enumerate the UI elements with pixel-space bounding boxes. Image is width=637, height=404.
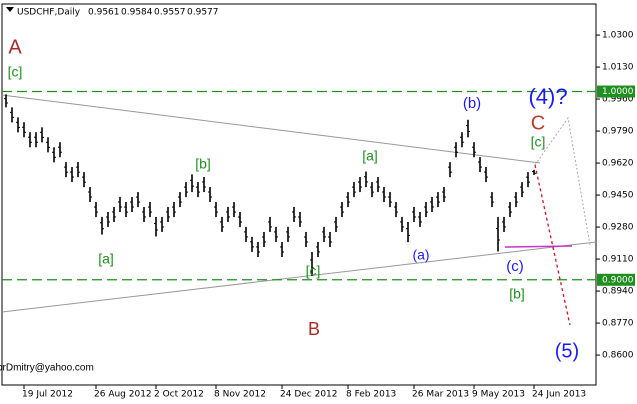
x-tick-label: 8 Nov 2012 xyxy=(214,390,266,400)
magenta-line xyxy=(504,245,573,248)
level-label: 1.0000 xyxy=(602,87,634,97)
y-tick-label: 0.9110 xyxy=(602,255,634,265)
y-tick-label: 0.9790 xyxy=(602,127,634,137)
y-tick-label: 0.8770 xyxy=(602,319,634,329)
wave-label: [a] xyxy=(362,148,378,164)
wave-label: (a) xyxy=(412,247,429,263)
y-tick-label: 0.9450 xyxy=(602,191,634,201)
y-tick-label: 1.0300 xyxy=(602,31,634,41)
level-label: 0.9000 xyxy=(602,275,634,285)
wave-label: [c] xyxy=(306,263,321,279)
x-tick-label: 24 Dec 2012 xyxy=(280,390,338,400)
level-label-box xyxy=(597,85,635,98)
plot-frame xyxy=(1,3,597,386)
y-tick-label: 1.0130 xyxy=(602,63,634,73)
ohlc-value: 0.9577 xyxy=(187,8,219,18)
wave-label: [b] xyxy=(195,156,211,172)
x-tick-label: 2 Oct 2012 xyxy=(154,390,204,400)
wave-label: [c] xyxy=(8,64,23,80)
wave-label: (c) xyxy=(506,258,524,275)
x-tick-label: 19 Jul 2012 xyxy=(22,390,73,400)
x-tick-label: 24 Jun 2013 xyxy=(532,390,586,400)
wave-label: [a] xyxy=(98,251,114,267)
wave-label: (5) xyxy=(555,340,579,362)
level-label-box xyxy=(597,273,635,286)
wave-label: [b] xyxy=(509,286,525,302)
ohlc-value: 0.9557 xyxy=(154,8,186,18)
lower-trendline xyxy=(1,241,597,313)
wave-label: (b) xyxy=(463,95,481,112)
x-tick-label: 26 Mar 2013 xyxy=(412,390,469,400)
y-tick-label: 0.9960 xyxy=(602,95,634,105)
wave-label: forDmitry@yahoo.com xyxy=(0,363,94,374)
wave-label: (4)? xyxy=(528,84,567,109)
y-tick-label: 0.8600 xyxy=(602,351,634,361)
y-tick-label: 0.8940 xyxy=(602,287,634,297)
upper-trendline xyxy=(1,94,541,164)
ohlc-value: 0.9561 xyxy=(88,8,120,18)
y-tick-label: 0.9280 xyxy=(602,223,634,233)
x-tick-label: 26 Aug 2012 xyxy=(94,390,152,400)
projection-alt xyxy=(534,116,591,246)
y-tick-label: 0.9620 xyxy=(602,159,634,169)
x-tick-label: 8 Feb 2013 xyxy=(346,390,396,400)
symbol-title: USDCHF,Daily xyxy=(17,8,81,18)
x-tick-label: 9 May 2013 xyxy=(472,390,525,400)
wave-label: C xyxy=(531,112,545,134)
wave-label: B xyxy=(308,319,320,339)
menu-arrow[interactable] xyxy=(6,7,14,12)
wave-label: A xyxy=(8,36,22,58)
ohlc-value: 0.9584 xyxy=(121,8,153,18)
wave-label: [c] xyxy=(531,134,546,150)
